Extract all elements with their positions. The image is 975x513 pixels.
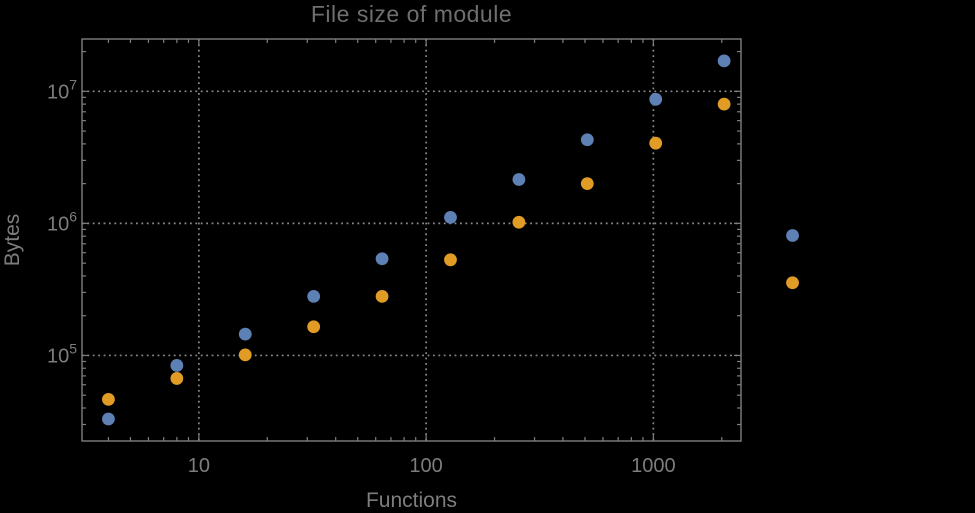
x-tick-label: 1000 bbox=[631, 455, 676, 477]
data-point-series-blue bbox=[580, 133, 594, 147]
x-axis-label: Functions bbox=[365, 489, 458, 512]
data-point-series-blue bbox=[238, 327, 252, 341]
data-point-series-blue bbox=[444, 210, 457, 224]
data-point-series-blue bbox=[717, 54, 731, 68]
x-tick-label: 10 bbox=[188, 455, 210, 477]
x-tick-label: 100 bbox=[409, 455, 442, 477]
data-point-series-orange bbox=[649, 136, 663, 150]
data-point-series-orange bbox=[238, 348, 252, 362]
data-point-series-orange bbox=[580, 177, 594, 191]
data-point-series-blue bbox=[102, 412, 115, 426]
y-tick-label: 106 bbox=[47, 208, 77, 235]
data-point-series-orange bbox=[307, 320, 321, 334]
data-point-series-orange bbox=[786, 276, 799, 290]
data-point-series-blue bbox=[307, 289, 321, 303]
plot-frame bbox=[81, 38, 742, 442]
data-point-series-blue bbox=[375, 252, 389, 266]
data-point-series-orange bbox=[717, 97, 731, 111]
chart-title: File size of module bbox=[310, 1, 513, 27]
data-point-series-orange bbox=[102, 392, 115, 406]
data-point-series-blue bbox=[649, 92, 663, 106]
data-point-series-blue bbox=[786, 229, 799, 242]
data-point-series-orange bbox=[170, 372, 184, 385]
y-tick-label: 107 bbox=[47, 76, 77, 103]
data-point-series-orange bbox=[512, 215, 526, 229]
data-point-series-orange bbox=[375, 289, 389, 303]
y-axis-label: Bytes bbox=[1, 213, 24, 267]
data-point-series-orange bbox=[444, 253, 457, 267]
data-point-series-blue bbox=[512, 173, 526, 186]
y-tick-label: 105 bbox=[47, 340, 77, 367]
data-point-series-blue bbox=[170, 359, 184, 372]
